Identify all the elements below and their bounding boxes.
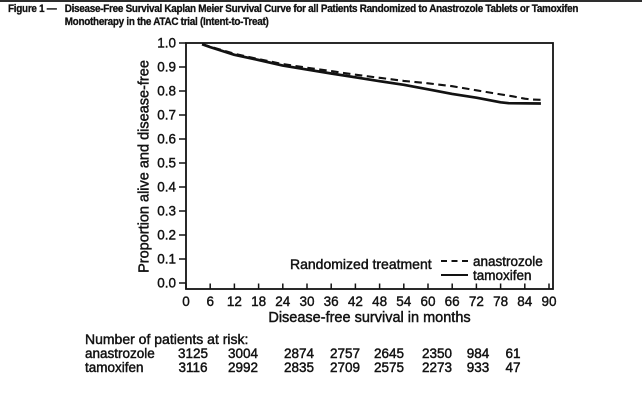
x-tick-label: 24 [275, 294, 291, 309]
risk-count-anastrozole-m72: 984 [466, 346, 490, 361]
x-tick-label: 0 [182, 294, 190, 309]
risk-count-tamoxifen-m48: 2575 [373, 360, 405, 375]
survival-curve-tamoxifen [201, 42, 541, 105]
caption-dash: — [46, 3, 57, 15]
risk-table-header: Number of patients at risk: [85, 331, 249, 347]
figure-caption: Figure 1 — Disease-Free Survival Kaplan … [8, 3, 642, 29]
risk-row-tamoxifen: tamoxifen 3116 2992 2835 2709 2575 2273 933 47 [0, 360, 642, 375]
x-tick-label: 90 [541, 294, 556, 309]
figure-caption-line1: Disease-Free Survival Kaplan Meier Survi… [64, 3, 579, 15]
risk-count-tamoxifen-m12: 2992 [227, 360, 259, 375]
x-tick-label: 18 [251, 294, 266, 309]
legend-title: Randomized treatment [290, 256, 432, 272]
y-tick-label: 0.9 [157, 60, 176, 75]
y-tick-label: 1.0 [157, 36, 176, 51]
y-tick-label: 0.3 [157, 204, 176, 219]
legend-item-tamoxifen: tamoxifen [441, 267, 543, 283]
risk-row-anastrozole: anastrozole 3125 3004 2874 2757 2645 2350 984 6… [0, 346, 642, 361]
legend-item-anastrozole: anastrozole [441, 253, 543, 269]
risk-row-label-anastrozole: anastrozole [85, 346, 155, 361]
x-tick-label: 36 [324, 294, 339, 309]
y-tick-label: 0.6 [157, 132, 176, 147]
tamoxifen-solid-line-sample [441, 274, 468, 276]
risk-count-anastrozole-m24: 2874 [283, 346, 315, 361]
anastrozole-dashed-line-sample [441, 260, 468, 262]
legend: anastrozole tamoxifen [441, 253, 543, 283]
risk-count-tamoxifen-m72: 933 [466, 360, 490, 375]
y-tick-label: 0.4 [157, 180, 176, 195]
y-axis-title: Proportion alive and disease-free [136, 60, 153, 273]
risk-count-anastrozole-m48: 2645 [373, 346, 405, 361]
risk-count-tamoxifen-m60: 2273 [421, 360, 453, 375]
y-tick-label: 0.2 [157, 228, 176, 243]
x-tick-label: 30 [299, 294, 314, 309]
y-tick-label: 0.1 [157, 252, 176, 267]
risk-count-anastrozole-m12: 3004 [227, 346, 259, 361]
y-tick-label: 0.5 [157, 156, 176, 171]
x-tick-label: 78 [493, 294, 508, 309]
risk-count-anastrozole-m0: 3125 [177, 346, 209, 361]
figure-caption-line2: Monotherapy in the ATAC trial (Intent-to… [64, 16, 269, 28]
legend-label-tamoxifen: tamoxifen [473, 267, 532, 283]
plot-frame [185, 42, 554, 290]
risk-count-tamoxifen-m24: 2835 [283, 360, 315, 375]
risk-row-label-tamoxifen: tamoxifen [85, 360, 144, 375]
y-tick-label: 0.0 [157, 276, 176, 291]
survival-curve-anastrozole [201, 43, 546, 101]
figure-caption-label: Figure 1 — [8, 3, 65, 29]
risk-count-tamoxifen-m84: 47 [505, 360, 521, 375]
risk-count-tamoxifen-m36: 2709 [329, 360, 361, 375]
x-tick-label: 84 [517, 294, 533, 309]
y-tick-label: 0.8 [157, 84, 176, 99]
risk-count-anastrozole-m36: 2757 [329, 346, 361, 361]
x-axis-title: Disease-free survival in months [268, 310, 471, 326]
legend-label-anastrozole: anastrozole [473, 253, 543, 269]
page-top-rule [0, 0, 642, 2]
x-tick-label: 6 [206, 294, 214, 309]
x-tick-label: 60 [420, 294, 435, 309]
figure-caption-text: Disease-Free Survival Kaplan Meier Survi… [65, 3, 642, 29]
figure-number: Figure 1 [8, 3, 45, 15]
risk-count-anastrozole-m60: 2350 [421, 346, 453, 361]
y-tick-label: 0.7 [157, 108, 176, 123]
x-tick-label: 72 [469, 294, 484, 309]
x-tick-label: 66 [445, 294, 460, 309]
x-tick-label: 54 [396, 294, 412, 309]
risk-count-anastrozole-m84: 61 [505, 346, 521, 361]
x-tick-label: 12 [227, 294, 242, 309]
x-tick-label: 48 [372, 294, 387, 309]
risk-count-tamoxifen-m0: 3116 [178, 360, 208, 375]
x-tick-label: 42 [348, 294, 363, 309]
